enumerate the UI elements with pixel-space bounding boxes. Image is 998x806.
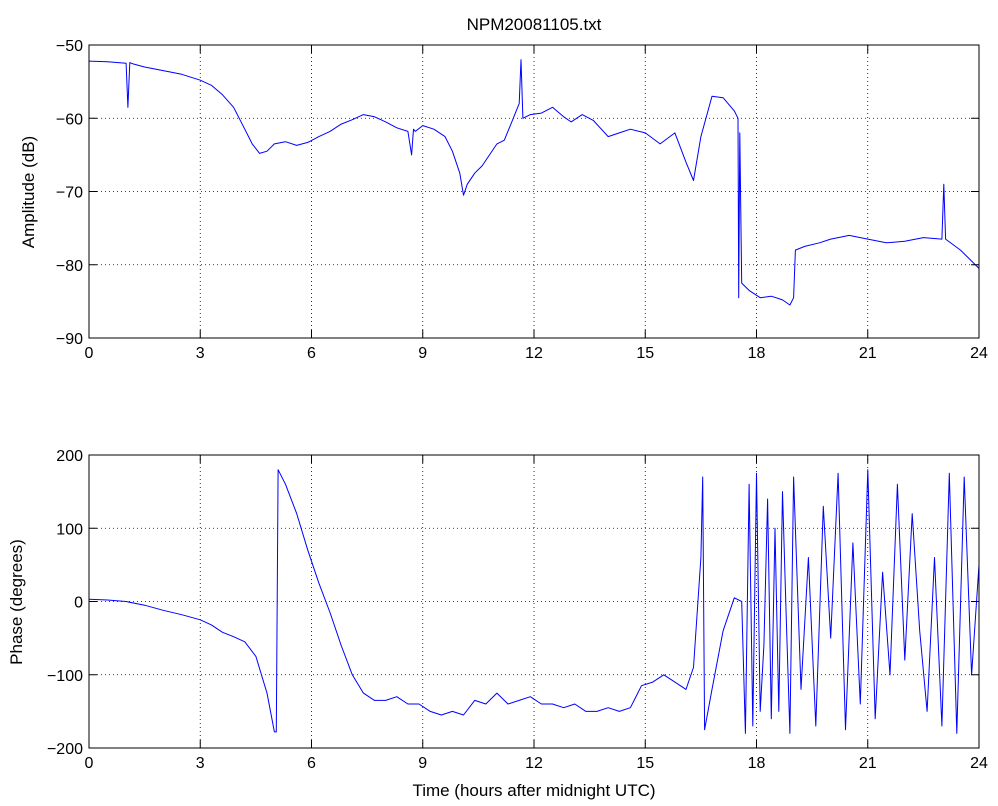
amplitude-y-tick-label: −60 (56, 111, 83, 128)
phase-x-tick-label: 6 (307, 755, 316, 772)
amplitude-y-tick-label: −70 (56, 185, 83, 202)
phase-x-tick-label: 3 (196, 755, 205, 772)
amplitude-series-line (88, 59, 980, 306)
amplitude-x-tick-label: 9 (418, 345, 427, 362)
phase-series-line (88, 469, 980, 734)
amplitude-y-tick-label: −90 (56, 331, 83, 348)
amplitude-x-tick-label: 21 (859, 345, 877, 362)
amplitude-x-tick-label: 12 (525, 345, 543, 362)
phase-y-axis-label: Phase (degrees) (7, 539, 26, 665)
amplitude-x-tick-label: 3 (196, 345, 205, 362)
amplitude-x-tick-label: 18 (748, 345, 766, 362)
phase-x-tick-label: 9 (418, 755, 427, 772)
phase-y-tick-label: 100 (56, 521, 83, 538)
amplitude-plot: NPM20081105.txt Amplitude (dB) 0 3 6 9 12 15 1… (19, 15, 988, 362)
amplitude-y-tick-label: −50 (56, 38, 83, 55)
phase-x-tick-label: 15 (636, 755, 654, 772)
amplitude-x-tick-label: 24 (970, 345, 988, 362)
phase-x-tick-label: 21 (859, 755, 877, 772)
phase-y-tick-label: −200 (47, 741, 83, 758)
phase-y-tick-label: 200 (56, 448, 83, 465)
phase-plot: Phase (degrees) Time (hours after midnig… (7, 448, 988, 800)
phase-x-tick-label: 18 (748, 755, 766, 772)
amplitude-plot-title: NPM20081105.txt (467, 15, 602, 34)
phase-x-tick-label: 0 (85, 755, 94, 772)
phase-x-axis-label: Time (hours after midnight UTC) (412, 781, 655, 800)
amplitude-x-tick-label: 15 (636, 345, 654, 362)
amplitude-x-tick-label: 6 (307, 345, 316, 362)
amplitude-y-tick-label: −80 (56, 258, 83, 275)
phase-x-tick-label: 12 (525, 755, 543, 772)
amplitude-y-axis-label: Amplitude (dB) (19, 136, 38, 248)
phase-y-tick-label: −100 (47, 668, 83, 685)
phase-y-tick-label: 0 (74, 595, 83, 612)
phase-x-tick-label: 24 (970, 755, 988, 772)
amplitude-x-tick-label: 0 (85, 345, 94, 362)
